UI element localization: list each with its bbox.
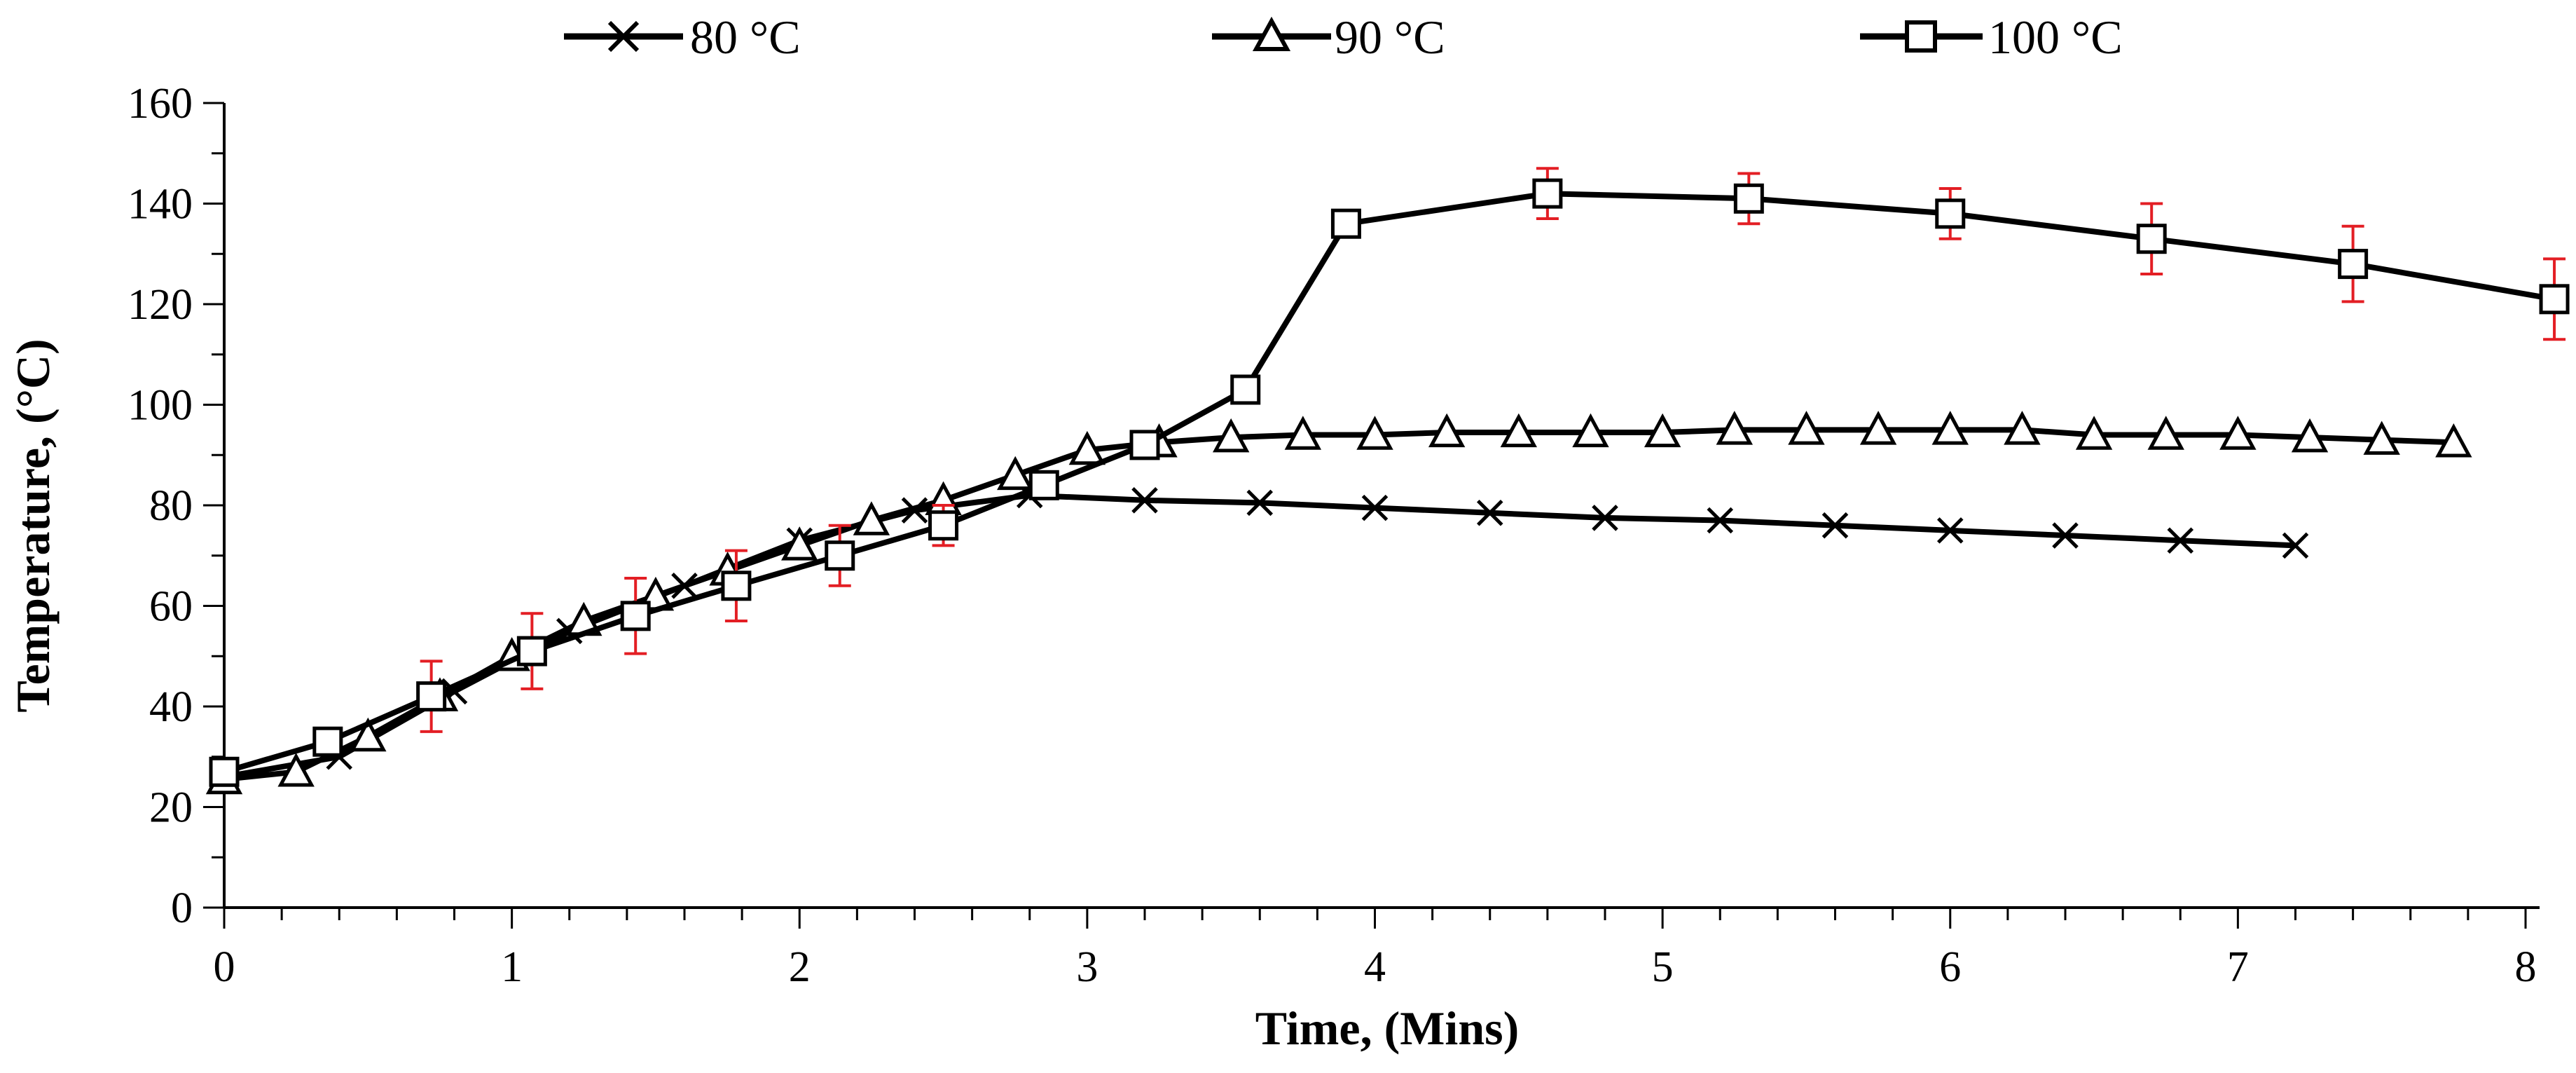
data-point-100c: [1733, 183, 1764, 214]
legend-item-80c: 80 °C: [564, 11, 801, 64]
data-point-100c: [416, 681, 447, 712]
legend-label-100c: 100 °C: [1988, 11, 2123, 64]
data-point-80c: [2282, 532, 2309, 559]
legend-marker-80c: [607, 20, 640, 53]
data-point-90c: [1859, 411, 1897, 445]
data-point-100c: [825, 540, 855, 571]
x-tick-label: 8: [2515, 943, 2537, 991]
data-point-90c: [2004, 411, 2041, 445]
data-point-80c: [2052, 522, 2079, 549]
data-point-90c: [1284, 416, 1322, 450]
data-point-90c: [997, 456, 1034, 491]
data-point-100c: [620, 601, 651, 631]
data-point-100c: [1028, 470, 1059, 500]
axes: 0 20 40 60 80 100 120 140 160 0 1 2 3 4 5 6 7 8: [128, 80, 2540, 991]
data-point-90c: [1572, 413, 1609, 448]
data-point-80c: [1707, 507, 1734, 534]
legend-item-90c: 90 °C: [1212, 11, 1445, 64]
x-tick-label: 3: [1076, 943, 1098, 991]
x-tick-label: 2: [789, 943, 811, 991]
data-point-90c: [2435, 423, 2472, 458]
data-point-80c: [1476, 499, 1503, 526]
data-point-100c: [721, 570, 752, 601]
data-point-100c: [312, 726, 343, 757]
data-point-90c: [1428, 413, 1466, 448]
data-point-80c: [1592, 505, 1618, 531]
data-point-100c: [2338, 249, 2369, 280]
data-point-80c: [1821, 512, 1849, 539]
y-tick-label: 120: [128, 281, 193, 329]
y-tick-label: 20: [149, 784, 193, 832]
data-point-100c: [928, 510, 959, 541]
data-point-90c: [2147, 416, 2184, 450]
data-point-100c: [2136, 224, 2167, 254]
data-point-90c: [853, 501, 890, 535]
data-point-90c: [277, 753, 315, 787]
data-point-100c: [1532, 178, 1563, 209]
data-point-80c: [1936, 517, 1964, 544]
x-tick-label: 1: [501, 943, 523, 991]
legend-marker-100c: [1905, 20, 1937, 53]
y-tick-label: 40: [149, 683, 193, 731]
data-point-90c: [1212, 418, 1250, 453]
x-tick-label: 4: [1364, 943, 1386, 991]
legend-marker-90c: [1252, 16, 1291, 51]
data-point-100c: [209, 756, 240, 787]
data-point-90c: [2219, 416, 2257, 450]
data-point-80c: [1131, 487, 1158, 514]
data-point-90c: [1788, 411, 1825, 445]
data-point-100c: [1330, 208, 1361, 239]
data-point-100c: [1230, 374, 1261, 405]
data-point-100c: [1129, 430, 1160, 460]
data-point-100c: [516, 636, 547, 667]
y-tick-label: 0: [171, 884, 193, 932]
legend: 80 °C 90 °C 100 °C: [564, 11, 2123, 64]
series-line-90c: [223, 427, 2454, 782]
data-point-90c: [1931, 411, 1969, 445]
data-point-90c: [1716, 411, 1753, 445]
data-point-90c: [2291, 418, 2329, 453]
data-point-100c: [2539, 284, 2570, 315]
data-point-100c: [1935, 198, 1966, 229]
x-axis-title: Time, (Mins): [1255, 1002, 1520, 1055]
series-line-100c: [223, 191, 2555, 775]
data-point-80c: [1361, 494, 1389, 521]
data-point-90c: [1068, 430, 1106, 465]
y-tick-label: 140: [128, 181, 193, 228]
data-point-80c: [2167, 527, 2194, 554]
y-axis-title: Temperature, (°C): [6, 339, 60, 712]
data-point-90c: [1500, 413, 1538, 448]
data-point-90c: [781, 526, 818, 561]
x-tick-label: 6: [1939, 943, 1961, 991]
legend-item-100c: 100 °C: [1860, 11, 2123, 64]
y-tick-label: 100: [128, 382, 193, 430]
x-tick-label: 0: [214, 943, 235, 991]
legend-label-80c: 80 °C: [690, 11, 801, 64]
x-tick-label: 5: [1652, 943, 1674, 991]
y-tick-label: 160: [128, 80, 193, 128]
x-tick-label: 7: [2227, 943, 2249, 991]
data-point-90c: [350, 717, 387, 752]
data-point-90c: [1644, 413, 1681, 448]
y-tick-label: 80: [149, 482, 193, 530]
legend-label-90c: 90 °C: [1335, 11, 1445, 64]
data-point-90c: [2075, 416, 2113, 450]
y-tick-label: 60: [149, 583, 193, 631]
plot-area: [205, 167, 2570, 795]
data-point-90c: [1356, 416, 1393, 450]
data-point-90c: [2363, 421, 2400, 455]
data-point-80c: [1246, 489, 1274, 517]
